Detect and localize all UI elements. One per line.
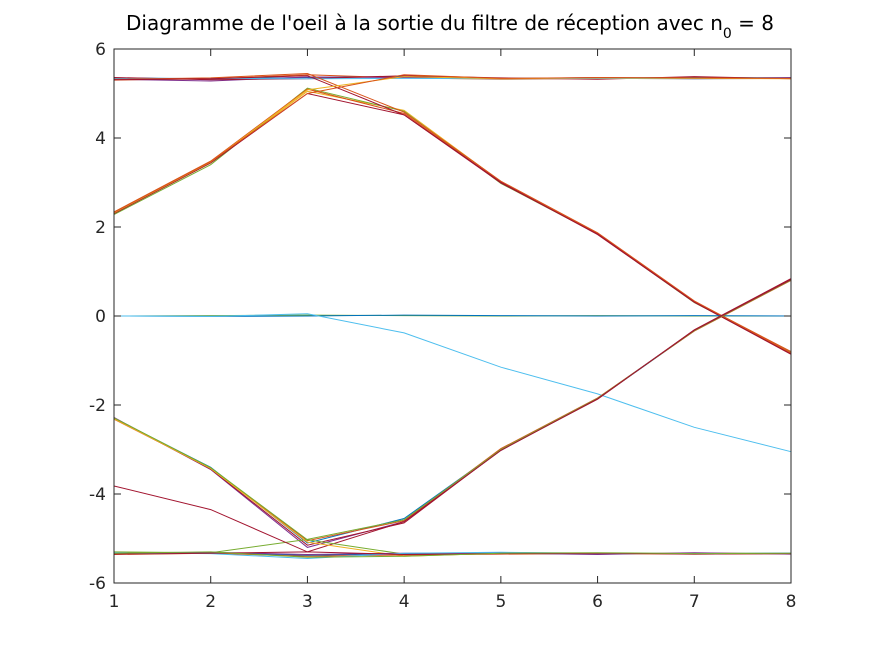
chart-title-subscript: 0 [723, 26, 732, 42]
x-tick-label-5: 5 [495, 592, 506, 612]
y-tick-label--6: -6 [89, 574, 106, 594]
series-line-16 [113, 313, 792, 453]
series-line-11 [113, 75, 792, 355]
chart-title-suffix: = 8 [732, 11, 774, 35]
series-line-10 [113, 72, 792, 354]
x-tick-label-3: 3 [302, 592, 313, 612]
x-tick-label-8: 8 [786, 592, 797, 612]
chart-title: Diagramme de l'oeil à la sortie du filtr… [126, 11, 774, 42]
x-tick-label-4: 4 [399, 592, 410, 612]
x-tick-label-7: 7 [689, 592, 700, 612]
y-tick-label--4: -4 [89, 485, 106, 505]
y-tick-label-2: 2 [95, 218, 106, 238]
x-tick-label-2: 2 [205, 592, 216, 612]
y-tick-label-0: 0 [95, 307, 106, 327]
y-tick-label-4: 4 [95, 129, 106, 149]
series-layer [113, 72, 792, 560]
series-line-13 [113, 74, 792, 213]
tick-layer: 1 2 3 4 5 6 7 8 -6 -4 -2 0 2 4 6 [89, 40, 796, 612]
x-tick-label-1: 1 [109, 592, 120, 612]
chart-title-main: Diagramme de l'oeil à la sortie du filtr… [126, 11, 723, 35]
y-tick-label-6: 6 [95, 40, 106, 60]
series-line-22 [113, 279, 792, 553]
y-tick-label--2: -2 [89, 396, 106, 416]
x-tick-label-6: 6 [592, 592, 603, 612]
series-line-30 [113, 551, 792, 558]
